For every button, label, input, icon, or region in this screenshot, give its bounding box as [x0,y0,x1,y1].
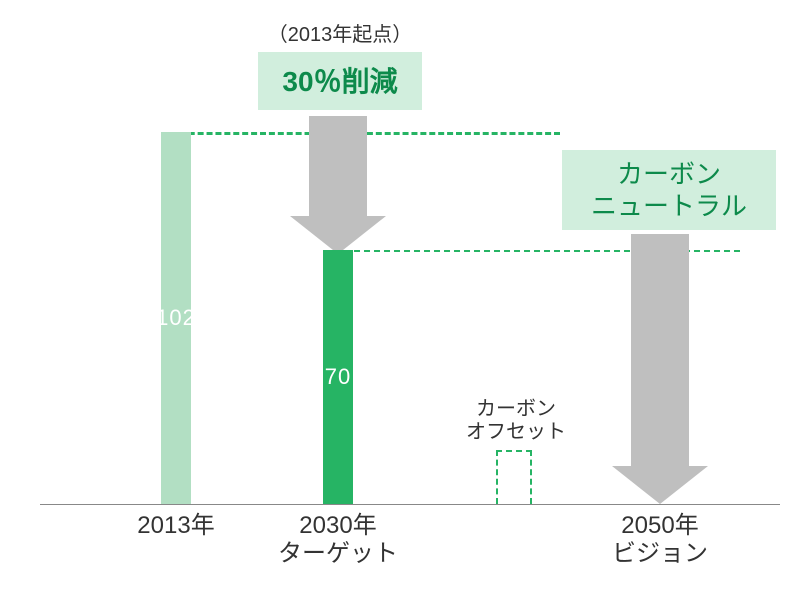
callout-neutral-line1: カーボン [617,158,721,191]
arrow-30pct [290,116,386,254]
carbon-offset-label: カーボン オフセット [466,398,566,444]
x-label-2013: 2013年 [137,512,214,540]
callout-30pct-text: 30％削減 [282,64,397,99]
offset-label-line1: カーボン [476,398,556,420]
offset-label-line2: オフセット [466,421,566,443]
x-label-2050: 2050年 ビジョン [612,512,708,567]
x-label-2030: 2030年 ターゲット [278,512,398,567]
arrow-neutral [612,234,708,504]
arrow-shaft [309,116,367,216]
x-label-2013-main: 2013年 [137,512,214,539]
x-label-2050-sub: ビジョン [612,540,708,568]
arrow-head [612,466,708,504]
callout-30pct-reduction: 30％削減 [258,52,422,110]
x-label-2030-main: 2030年 [299,512,376,539]
x-label-2030-sub: ターゲット [278,540,398,568]
callout-neutral-line2: ニュートラル [591,190,747,223]
baseline-year-note: （2013年起点） [268,18,413,47]
x-label-2050-main: 2050年 [621,512,698,539]
x-axis [40,504,780,505]
bar-2030-value: 70 [325,364,351,390]
arrow-head [290,216,386,254]
bar-2013-value: 102 [156,305,196,331]
arrow-shaft [631,234,689,466]
carbon-offset-box [496,450,532,504]
callout-carbon-neutral: カーボン ニュートラル [562,150,776,230]
emissions-timeline-chart: （2013年起点） 30％削減 カーボン ニュートラル 102 70 カーボン … [0,0,800,596]
